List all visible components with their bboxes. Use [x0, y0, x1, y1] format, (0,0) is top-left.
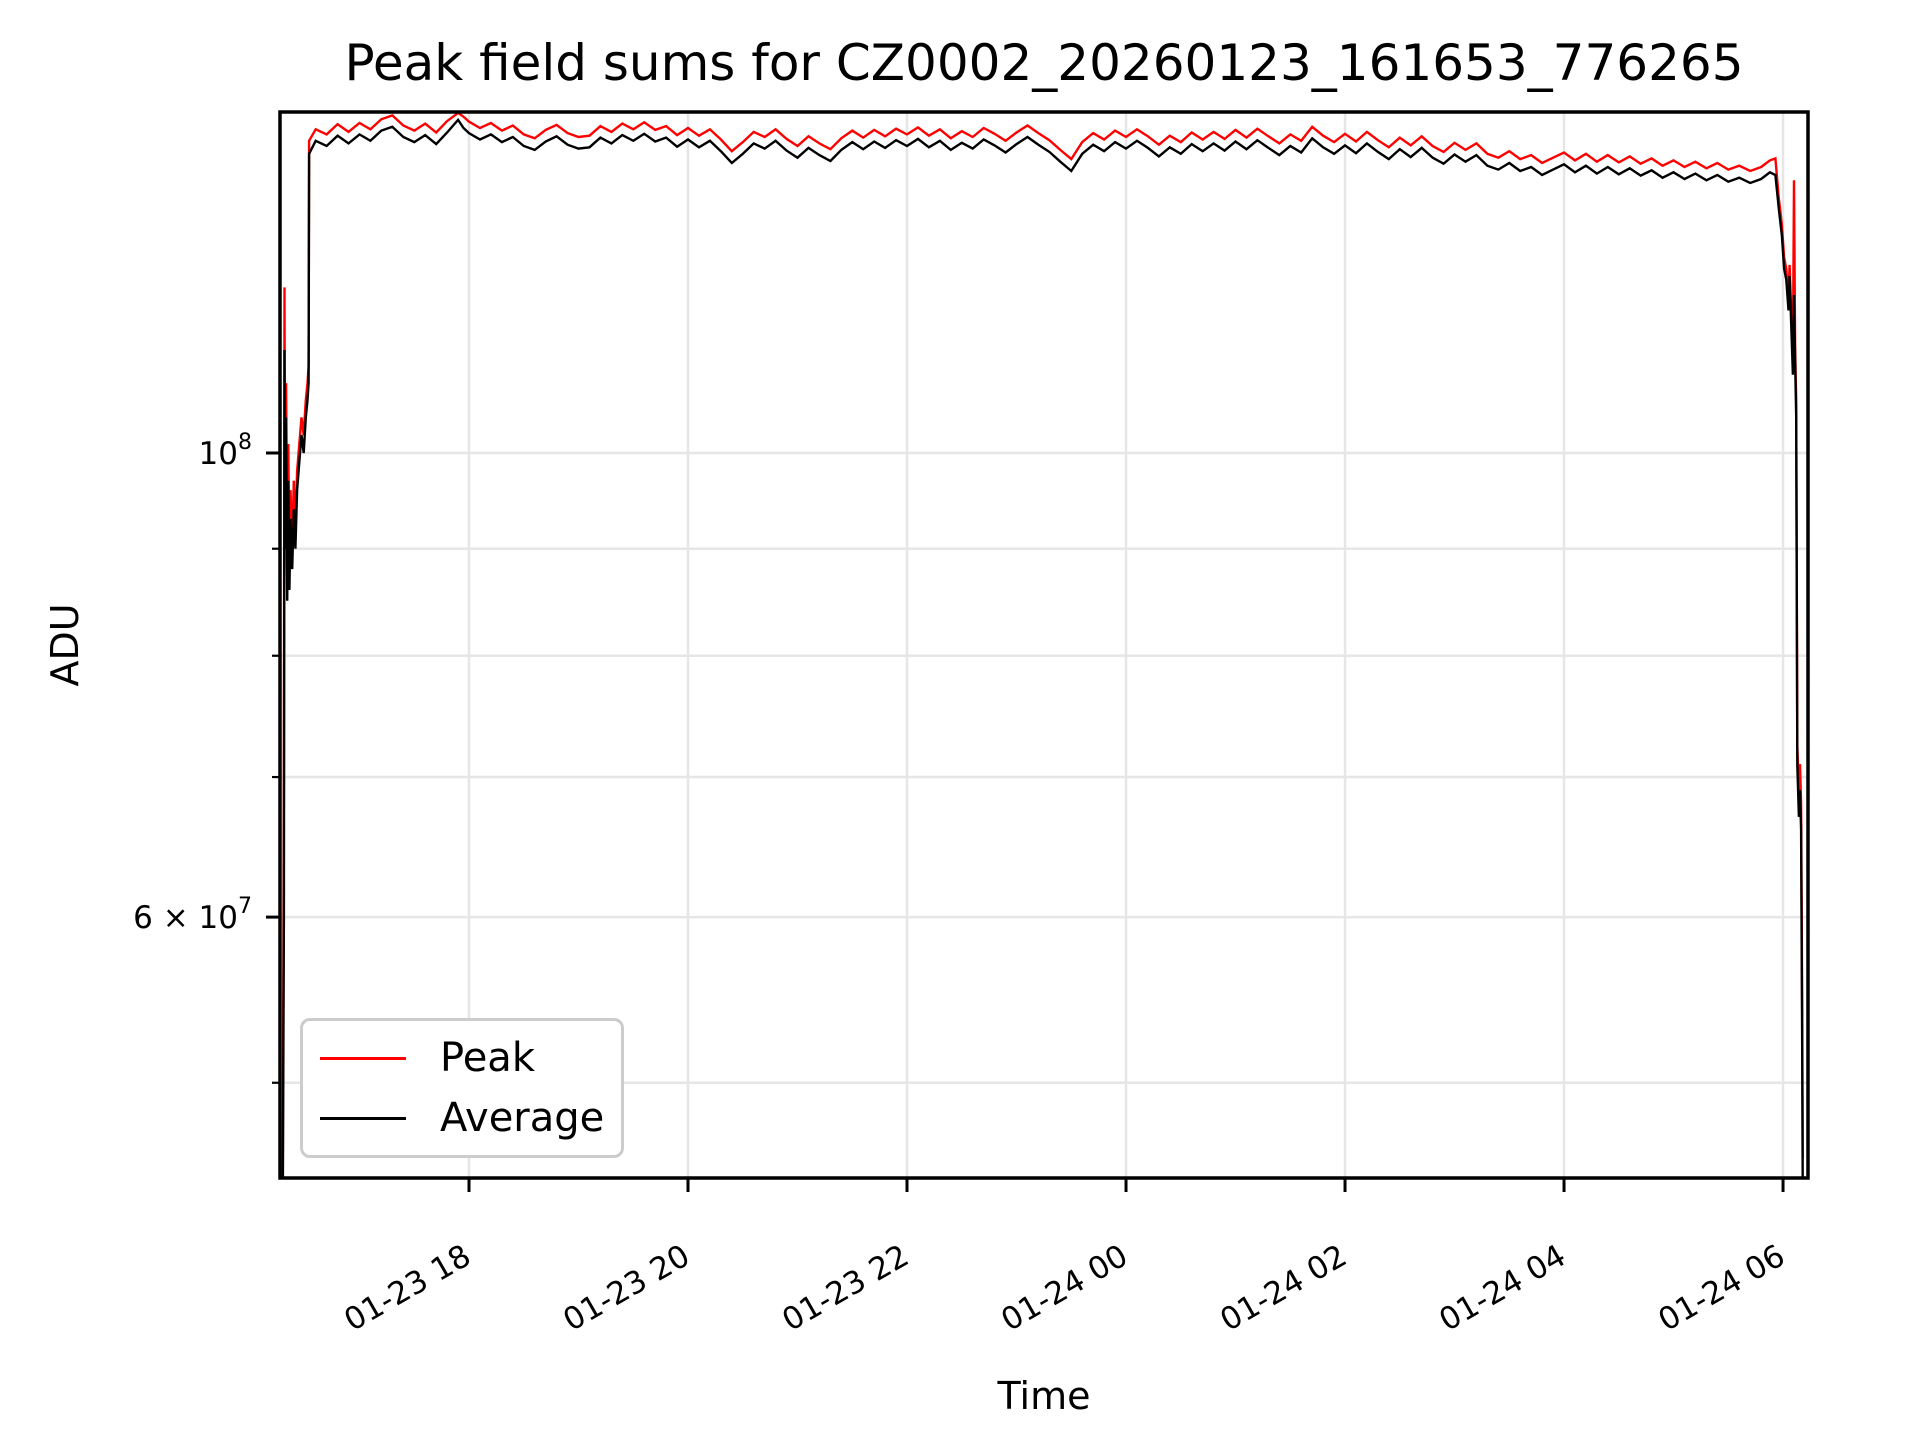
chart-title: Peak field sums for CZ0002_20260123_1616…	[344, 34, 1744, 92]
y-tick-label: 108	[199, 430, 252, 472]
legend-entry-peak: Peak	[320, 1035, 621, 1081]
series-peak-line	[281, 112, 1804, 1178]
y-tick-label: 6 × 107	[133, 894, 252, 936]
legend: Peak Average	[300, 1018, 624, 1158]
x-tick-label: 01-24 04	[1433, 1238, 1572, 1339]
x-tick-label: 01-24 06	[1652, 1238, 1791, 1339]
axes-spines	[278, 110, 1810, 1180]
y-axis-ticks: 108 6 × 107	[133, 430, 280, 1084]
x-tick-label: 01-23 22	[776, 1238, 915, 1339]
legend-label-peak: Peak	[440, 1035, 535, 1081]
x-axis-ticks: 01-23 18 01-23 20 01-23 22 01-24 00 01-24 02…	[338, 1178, 1791, 1339]
legend-label-average: Average	[440, 1095, 605, 1141]
x-tick-label: 01-23 18	[338, 1238, 477, 1339]
legend-entry-average: Average	[320, 1095, 621, 1141]
gridlines	[280, 112, 1808, 1178]
peak-line-sample	[320, 1056, 406, 1060]
x-tick-label: 01-24 00	[995, 1238, 1134, 1339]
x-tick-label: 01-24 02	[1214, 1238, 1353, 1339]
x-tick-label: 01-23 20	[557, 1238, 696, 1339]
series-average-line	[281, 117, 1804, 1178]
x-axis-label: Time	[997, 1374, 1091, 1418]
average-line-sample	[320, 1116, 406, 1120]
